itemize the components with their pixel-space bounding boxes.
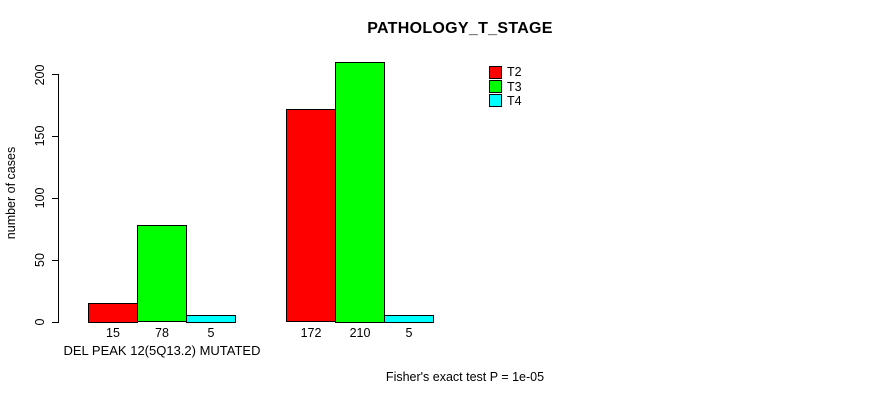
y-axis-label: number of cases: [4, 146, 18, 240]
bar-value-label: 5: [207, 325, 215, 340]
bar-value-label: 210: [349, 325, 371, 340]
y-axis-tick-label: 100: [33, 187, 47, 209]
bar-value-label: 15: [106, 325, 120, 340]
y-axis-tick: [52, 259, 58, 261]
legend-label: T3: [507, 79, 522, 94]
chart-title: PATHOLOGY_T_STAGE: [367, 20, 553, 37]
bar-T3-group2: [335, 61, 385, 323]
y-axis-tick: [52, 197, 58, 199]
stat-annotation: Fisher's exact test P = 1e-05: [385, 370, 545, 384]
bar-T4-group2: [384, 315, 434, 323]
bar-value-label: 78: [155, 325, 169, 340]
legend-label: T4: [507, 93, 522, 108]
bar-T4-group1: [186, 315, 236, 323]
y-axis-tick: [52, 74, 58, 75]
legend-item: T4: [489, 94, 522, 108]
bar-T2-group1: [88, 302, 138, 323]
legend-item: T3: [489, 79, 522, 94]
legend-swatch-icon: [489, 65, 502, 79]
y-axis-tick-label: 0: [33, 318, 47, 326]
y-axis-tick-label: 50: [33, 253, 47, 268]
legend-item: T2: [489, 65, 522, 79]
bar-T3-group1: [137, 224, 187, 323]
bar-T2-group2: [286, 108, 336, 323]
legend-swatch-icon: [489, 80, 502, 94]
y-axis-tick-label: 150: [33, 125, 47, 147]
y-axis-line: [58, 74, 59, 323]
bar-value-label: 172: [300, 325, 322, 340]
bar-value-label: 5: [405, 325, 413, 340]
y-axis-tick: [52, 321, 58, 323]
group-axis-label: DEL PEAK 12(5Q13.2) MUTATED: [63, 343, 261, 358]
y-axis-tick-label: 200: [33, 64, 47, 85]
y-axis-tick: [52, 135, 58, 137]
legend-label: T2: [507, 65, 522, 80]
legend-swatch-icon: [489, 94, 502, 108]
legend: T2 T3 T4: [489, 65, 522, 108]
